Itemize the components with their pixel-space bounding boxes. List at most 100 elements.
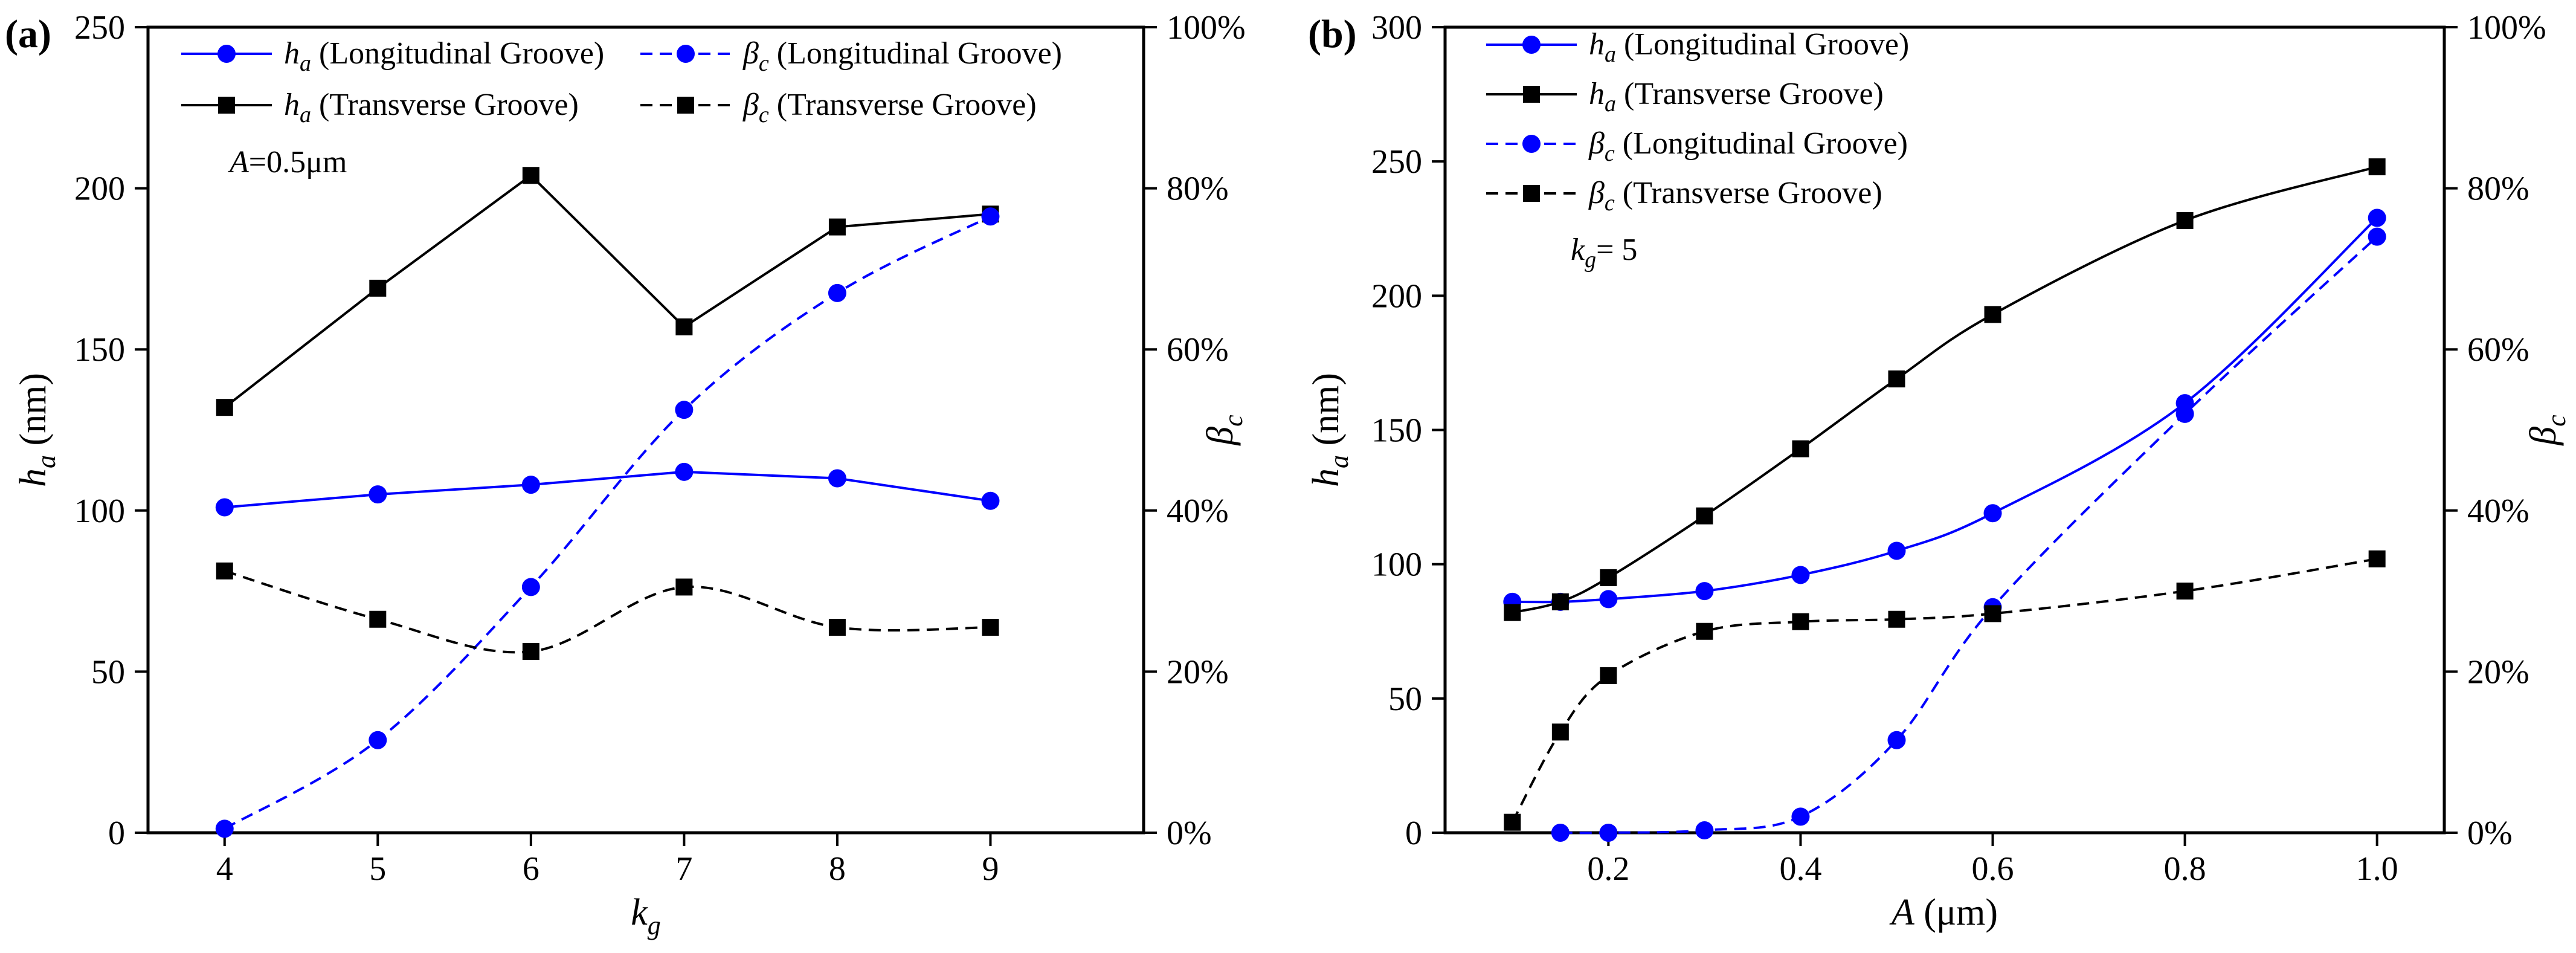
x-tick-label-a: 7: [675, 850, 692, 888]
data-point-b-2: [1599, 824, 1618, 842]
y2-tick-label-b: 60%: [2467, 331, 2529, 369]
data-point-a-3: [522, 643, 539, 661]
legend-entry-a-1: ha (Transverse Groove): [181, 88, 579, 128]
x-tick-label-b: 0.2: [1587, 850, 1629, 888]
data-point-b-2: [1791, 807, 1810, 826]
legend-label-b: ha (Longitudinal Groove): [1589, 27, 1909, 67]
series-line-b-1: [1512, 166, 2378, 614]
data-point-a-1: [675, 318, 693, 335]
y2-tick-label-b: 20%: [2467, 653, 2529, 691]
data-point-b-0: [1599, 590, 1618, 609]
x-axis-label-a: kg: [631, 892, 661, 940]
legend-label-a: βc (Transverse Groove): [742, 88, 1037, 128]
legend-entry-a-2: βc (Longitudinal Groove): [640, 36, 1062, 76]
legend-label-b: βc (Transverse Groove): [1588, 176, 1882, 216]
y-tick-label-a: 250: [74, 9, 125, 47]
y2-tick-label-a: 20%: [1167, 653, 1229, 691]
data-point-a-1: [216, 399, 233, 416]
legend-entry-a-3: βc (Transverse Groove): [640, 88, 1037, 128]
data-point-a-0: [675, 462, 694, 481]
legend-marker-b: [1523, 185, 1540, 202]
data-point-b-3: [2368, 550, 2386, 567]
legend-entry-a-0: ha (Longitudinal Groove): [181, 36, 604, 76]
data-point-b-1: [1600, 569, 1617, 586]
data-point-b-3: [1792, 613, 1809, 630]
y2-axis-label-b: βc: [2523, 415, 2571, 446]
annotation-a: A=0.5μm: [228, 145, 347, 179]
data-point-a-0: [981, 491, 1000, 510]
data-point-a-3: [675, 578, 693, 596]
series-line-a-1: [224, 173, 991, 409]
y2-tick-label-a: 100%: [1167, 9, 1246, 47]
data-point-a-2: [828, 283, 846, 302]
legend-entry-b-1: ha (Transverse Groove): [1486, 77, 1884, 117]
data-point-b-3: [2176, 583, 2194, 600]
data-point-b-1: [1888, 370, 1905, 388]
panel-label-a: (a): [5, 12, 51, 56]
legend-label-b: βc (Longitudinal Groove): [1588, 126, 1908, 166]
x-tick-label-a: 4: [216, 850, 233, 888]
data-point-b-1: [2176, 212, 2194, 229]
y-tick-label-a: 150: [74, 331, 125, 369]
legend-entry-b-0: ha (Longitudinal Groove): [1486, 27, 1909, 67]
data-point-b-1: [1551, 593, 1569, 610]
y2-tick-label-a: 60%: [1167, 331, 1229, 369]
data-point-b-0: [1983, 504, 2002, 523]
legend-marker-a: [677, 97, 694, 114]
y2-tick-label-a: 40%: [1167, 493, 1229, 530]
data-point-a-3: [982, 619, 999, 636]
data-point-a-3: [828, 619, 846, 636]
data-point-b-2: [1887, 731, 1906, 749]
data-point-a-3: [369, 610, 387, 628]
x-tick-label-a: 8: [829, 850, 846, 888]
data-point-a-2: [369, 731, 387, 749]
x-tick-label-b: 1.0: [2356, 850, 2398, 888]
y2-tick-label-b: 80%: [2467, 170, 2529, 208]
legend-marker-b: [1522, 135, 1541, 153]
x-axis-label-b: A (μm): [1889, 892, 1998, 933]
y-tick-label-b: 100: [1371, 546, 1422, 584]
x-tick-label-b: 0.6: [1972, 850, 2014, 888]
data-point-a-0: [521, 476, 540, 494]
plot-frame-a: [146, 25, 1145, 835]
data-point-a-0: [215, 498, 234, 517]
data-point-b-3: [1696, 622, 1713, 640]
data-point-a-3: [216, 562, 233, 580]
data-point-a-0: [828, 469, 846, 488]
legend-label-a: ha (Transverse Groove): [284, 88, 579, 128]
data-point-a-2: [215, 819, 234, 838]
y-axis-label-a: ha (nm): [13, 373, 61, 487]
legend-marker-a: [217, 45, 236, 63]
data-point-b-2: [2368, 227, 2386, 246]
y-tick-label-b: 200: [1371, 277, 1422, 315]
series-line-a-0: [224, 470, 991, 509]
y-tick-label-b: 300: [1371, 9, 1422, 47]
legend-label-a: ha (Longitudinal Groove): [284, 36, 604, 76]
x-tick-label-b: 0.4: [1779, 850, 1821, 888]
x-tick-label-a: 6: [523, 850, 539, 888]
data-point-b-0: [1791, 566, 1810, 584]
x-tick-label-b: 0.8: [2164, 850, 2206, 888]
series-line-b-3: [1511, 557, 2378, 823]
y-tick-label-b: 250: [1371, 143, 1422, 181]
y-tick-label-b: 0: [1405, 815, 1422, 852]
data-point-a-2: [981, 207, 1000, 226]
y-tick-label-a: 200: [74, 170, 125, 208]
legend-entry-b-3: βc (Transverse Groove): [1486, 176, 1882, 216]
annotation-b: kg= 5: [1571, 233, 1637, 273]
legend-entry-b-2: βc (Longitudinal Groove): [1486, 126, 1908, 166]
series-line-b-0: [1512, 217, 2378, 604]
y2-tick-label-b: 0%: [2467, 815, 2513, 852]
data-point-a-1: [828, 218, 846, 236]
series-line-a-2: [224, 215, 991, 830]
legend-marker-b: [1522, 36, 1541, 54]
data-point-a-1: [522, 167, 539, 184]
panel-label-b: (b): [1308, 12, 1357, 56]
legend-marker-a: [677, 45, 695, 63]
data-point-b-1: [1984, 306, 2001, 323]
y2-tick-label-a: 80%: [1167, 170, 1229, 208]
data-point-b-3: [1600, 667, 1617, 685]
x-tick-label-a: 9: [982, 850, 999, 888]
panel-a-chart: (a) 4 5 6 7 8 9 0 50 100 150 200 250 0% 20% 40% 60% 80% 10…: [5, 9, 1248, 940]
